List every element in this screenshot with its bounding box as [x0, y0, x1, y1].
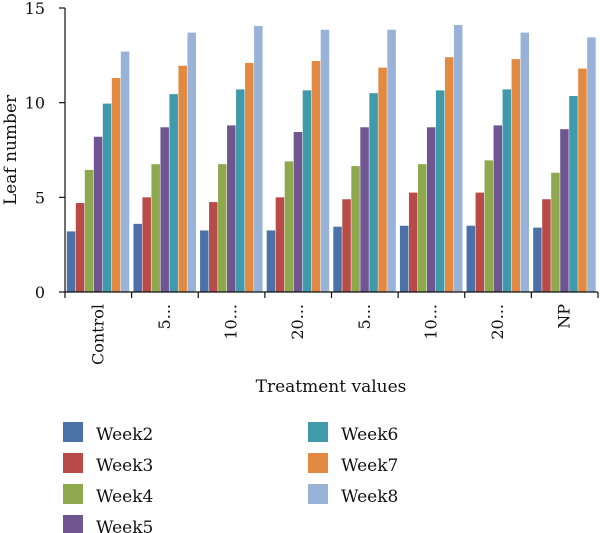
legend-label-week2: Week2	[96, 425, 153, 445]
bar-week4-1	[151, 164, 160, 292]
bar-week5-2	[227, 125, 236, 292]
bar-week3-6	[475, 192, 485, 292]
bar-week2-7	[533, 227, 542, 292]
legend-label-week4: Week4	[96, 487, 153, 507]
bar-week6-5	[435, 90, 445, 292]
x-axis-title: Treatment values	[256, 377, 407, 397]
bar-week6-2	[236, 89, 245, 292]
bar-week5-1	[160, 127, 169, 292]
bar-week6-4	[369, 93, 378, 292]
bar-week2-1	[133, 223, 142, 292]
legend-swatch-week8	[308, 484, 328, 504]
bar-week7-0	[111, 78, 121, 292]
bar-week6-1	[169, 94, 178, 293]
bar-week4-2	[218, 164, 227, 292]
bar-week8-4	[387, 29, 396, 293]
x-tick-label: 10...	[421, 304, 440, 340]
legend-label-week6: Week6	[341, 425, 398, 445]
y-axis-title: Leaf number	[1, 94, 21, 205]
legend-swatch-week5	[63, 515, 83, 533]
legend-swatch-week4	[63, 484, 83, 504]
bar-week4-6	[484, 160, 494, 292]
x-tick-label: 5...	[355, 304, 374, 329]
legend-label-week7: Week7	[341, 456, 398, 476]
plot-area	[66, 25, 596, 293]
bar-week6-6	[502, 89, 512, 292]
bar-week7-1	[178, 65, 187, 292]
x-tick-label: 20...	[288, 304, 307, 340]
bar-week2-3	[266, 230, 276, 292]
bar-week3-7	[542, 199, 551, 292]
bar-week7-5	[444, 57, 454, 293]
legend-label-week8: Week8	[341, 487, 398, 507]
bar-week4-0	[84, 169, 94, 292]
bar-week5-7	[560, 129, 569, 292]
bar-week8-2	[254, 25, 263, 293]
bar-week4-3	[284, 161, 294, 292]
bar-week8-0	[120, 51, 130, 292]
bar-week8-3	[320, 29, 330, 293]
bar-week7-3	[311, 61, 321, 293]
bar-week5-5	[426, 127, 436, 292]
x-axis: Control 5... 10... 20... 5... 10... 20... NP	[64, 291, 599, 365]
legend: Week2 Week3 Week4 Week5 Week6 Week7 Week8	[63, 422, 398, 533]
bar-week5-4	[360, 127, 369, 292]
bar-week6-3	[302, 90, 312, 292]
x-tick-label: 20...	[488, 304, 507, 340]
bar-week3-2	[209, 202, 218, 292]
y-tick-label: 15	[25, 0, 45, 18]
legend-swatch-week6	[308, 422, 328, 442]
bar-week7-6	[511, 59, 521, 293]
bar-week8-6	[520, 32, 530, 293]
y-axis: 0 5 10 15	[25, 0, 66, 302]
bar-week2-4	[333, 226, 342, 292]
y-tick-label: 10	[25, 94, 45, 113]
bar-week8-7	[587, 37, 596, 292]
bar-week2-6	[466, 225, 476, 292]
bar-week7-4	[378, 67, 387, 292]
legend-label-week3: Week3	[96, 456, 153, 476]
bar-week5-6	[493, 125, 503, 292]
x-tick-label: NP	[555, 304, 574, 329]
bar-week7-2	[245, 62, 254, 292]
x-tick-label: 5...	[155, 304, 174, 329]
bar-week6-7	[569, 96, 578, 292]
bar-week3-1	[142, 197, 151, 292]
legend-label-week5: Week5	[96, 518, 153, 533]
bar-week4-5	[417, 164, 427, 292]
legend-swatch-week2	[63, 422, 83, 442]
bar-week3-4	[342, 199, 351, 292]
bar-week8-1	[187, 32, 196, 293]
bar-week2-2	[200, 230, 209, 292]
y-tick-label: 5	[35, 188, 45, 207]
x-tick-label: Control	[88, 304, 107, 365]
x-tick-label: 10...	[222, 304, 241, 340]
bar-week3-5	[408, 192, 418, 292]
legend-swatch-week3	[63, 453, 83, 473]
bar-week2-5	[399, 225, 409, 292]
bar-week5-0	[93, 136, 103, 292]
legend-swatch-week7	[308, 453, 328, 473]
bar-week4-4	[351, 166, 360, 292]
bar-week2-0	[66, 231, 76, 292]
bar-week6-0	[102, 103, 112, 292]
bar-week4-7	[551, 172, 560, 292]
y-tick-label: 0	[35, 283, 45, 302]
bar-week8-5	[453, 25, 463, 292]
bar-week7-7	[578, 68, 587, 292]
bar-week3-3	[275, 197, 285, 292]
bar-week3-0	[75, 203, 85, 292]
bar-week5-3	[293, 132, 303, 292]
